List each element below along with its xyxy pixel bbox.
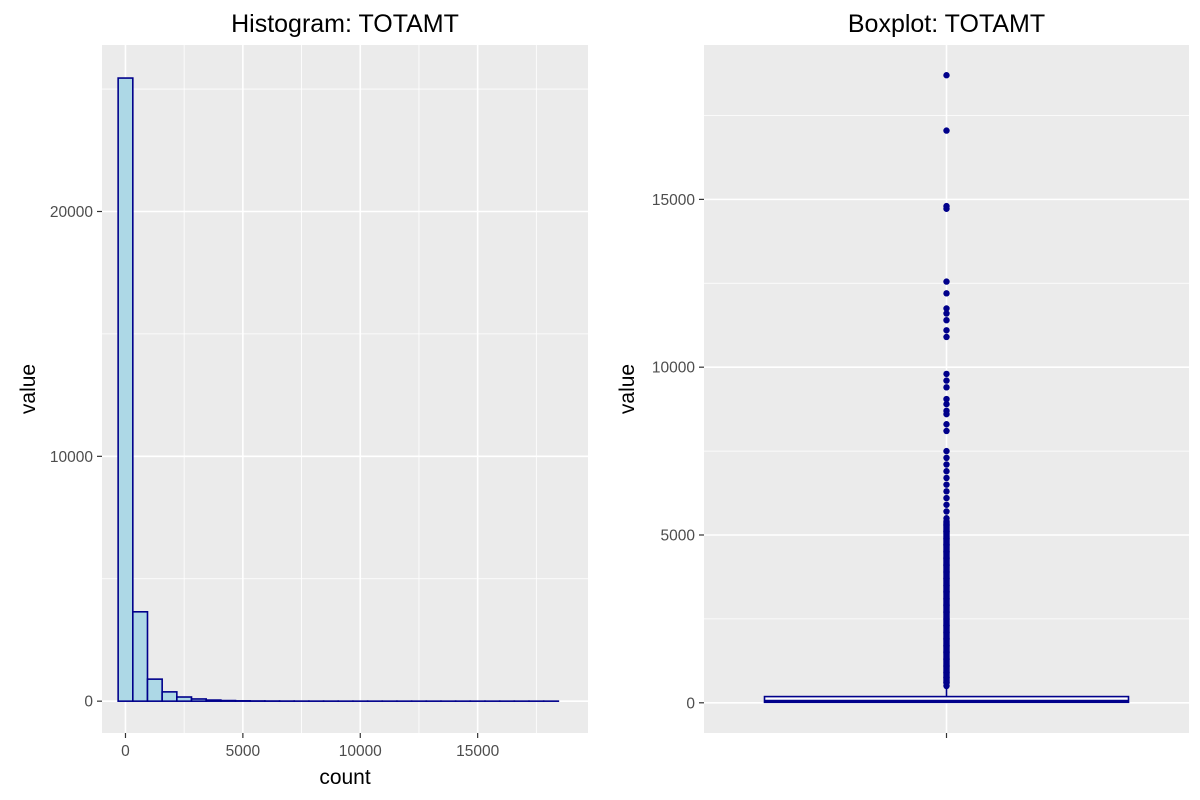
histogram-x-tick-label: 15000: [456, 743, 499, 760]
histogram-y-ticks: 0 10000 20000: [50, 204, 102, 711]
histogram-bar: [205, 699, 222, 702]
boxplot-outlier-point: [943, 508, 950, 515]
boxplot-outlier-point: [943, 278, 950, 285]
histogram-y-axis-label: value: [17, 364, 40, 414]
boxplot-outlier-point: [943, 488, 950, 495]
histogram-bar: [190, 698, 207, 702]
boxplot-outlier-point: [943, 205, 950, 212]
boxplot-outlier-point: [943, 461, 950, 468]
boxplot-y-tick-label: 15000: [652, 192, 695, 209]
histogram-bar: [132, 611, 149, 702]
boxplot-outlier-point: [943, 400, 950, 408]
histogram-x-tick-label: 5000: [226, 743, 261, 760]
histogram-bars: [117, 77, 560, 702]
boxplot-outlier-point: [943, 310, 950, 317]
boxplot-y-axis-label: value: [616, 364, 639, 414]
histogram-bar: [176, 696, 193, 702]
histogram-panel: 0 5000 10000 15000 0 10000 20000 Histogram: T…: [17, 10, 588, 789]
boxplot-y-tick-label: 10000: [652, 360, 695, 377]
boxplot-outlier-point: [943, 333, 950, 341]
histogram-plot-background: [102, 45, 588, 733]
boxplot-y-tick-label: 5000: [661, 527, 696, 544]
boxplot-outlier-point: [943, 127, 950, 134]
boxplot-outlier-point: [943, 494, 950, 502]
boxplot-outlier-point: [943, 501, 950, 508]
boxplot-outlier-point: [943, 384, 950, 391]
histogram-title: Histogram: TOTAMT: [231, 10, 459, 38]
boxplot-outlier-point: [943, 474, 950, 482]
boxplot-outlier-point: [943, 447, 950, 455]
boxplot-outlier-point: [943, 370, 950, 378]
boxplot-outlier-point: [943, 395, 950, 403]
boxplot-outlier-point: [943, 481, 950, 488]
boxplot-outlier-point: [943, 421, 950, 428]
histogram-x-tick-label: 10000: [339, 743, 382, 760]
boxplot-marks: [763, 72, 1130, 704]
histogram-y-tick-label: 10000: [50, 449, 93, 466]
histogram-bar: [161, 691, 178, 702]
boxplot-outlier-point: [943, 427, 950, 435]
boxplot-outlier-point: [943, 468, 950, 475]
histogram-x-axis-label: count: [319, 766, 371, 789]
boxplot-outlier-point: [943, 410, 950, 418]
boxplot-outlier-point: [943, 454, 950, 461]
boxplot-outlier-point: [943, 327, 950, 334]
histogram-bar: [220, 699, 237, 702]
boxplot-title: Boxplot: TOTAMT: [848, 10, 1045, 38]
boxplot-outlier-point: [943, 290, 950, 297]
boxplot-outlier-point: [943, 317, 950, 324]
histogram-x-ticks: 0 5000 10000 15000: [121, 733, 500, 760]
boxplot-outlier-point: [943, 305, 950, 312]
boxplot-outlier-cluster: [943, 518, 950, 687]
histogram-y-tick-label: 20000: [50, 204, 93, 221]
histogram-y-tick-label: 0: [84, 694, 93, 711]
boxplot-panel: 0 5000 10000 15000 Boxplot: TOTAMT value: [616, 10, 1189, 738]
boxplot-y-ticks: 0 5000 10000 15000: [652, 192, 704, 712]
boxplot-outlier-point: [943, 72, 950, 79]
histogram-x-tick-label: 0: [121, 743, 130, 760]
boxplot-y-tick-label: 0: [686, 695, 695, 712]
histogram-bar: [146, 678, 163, 702]
histogram-bar: [117, 77, 134, 702]
boxplot-outlier-point: [943, 377, 950, 384]
